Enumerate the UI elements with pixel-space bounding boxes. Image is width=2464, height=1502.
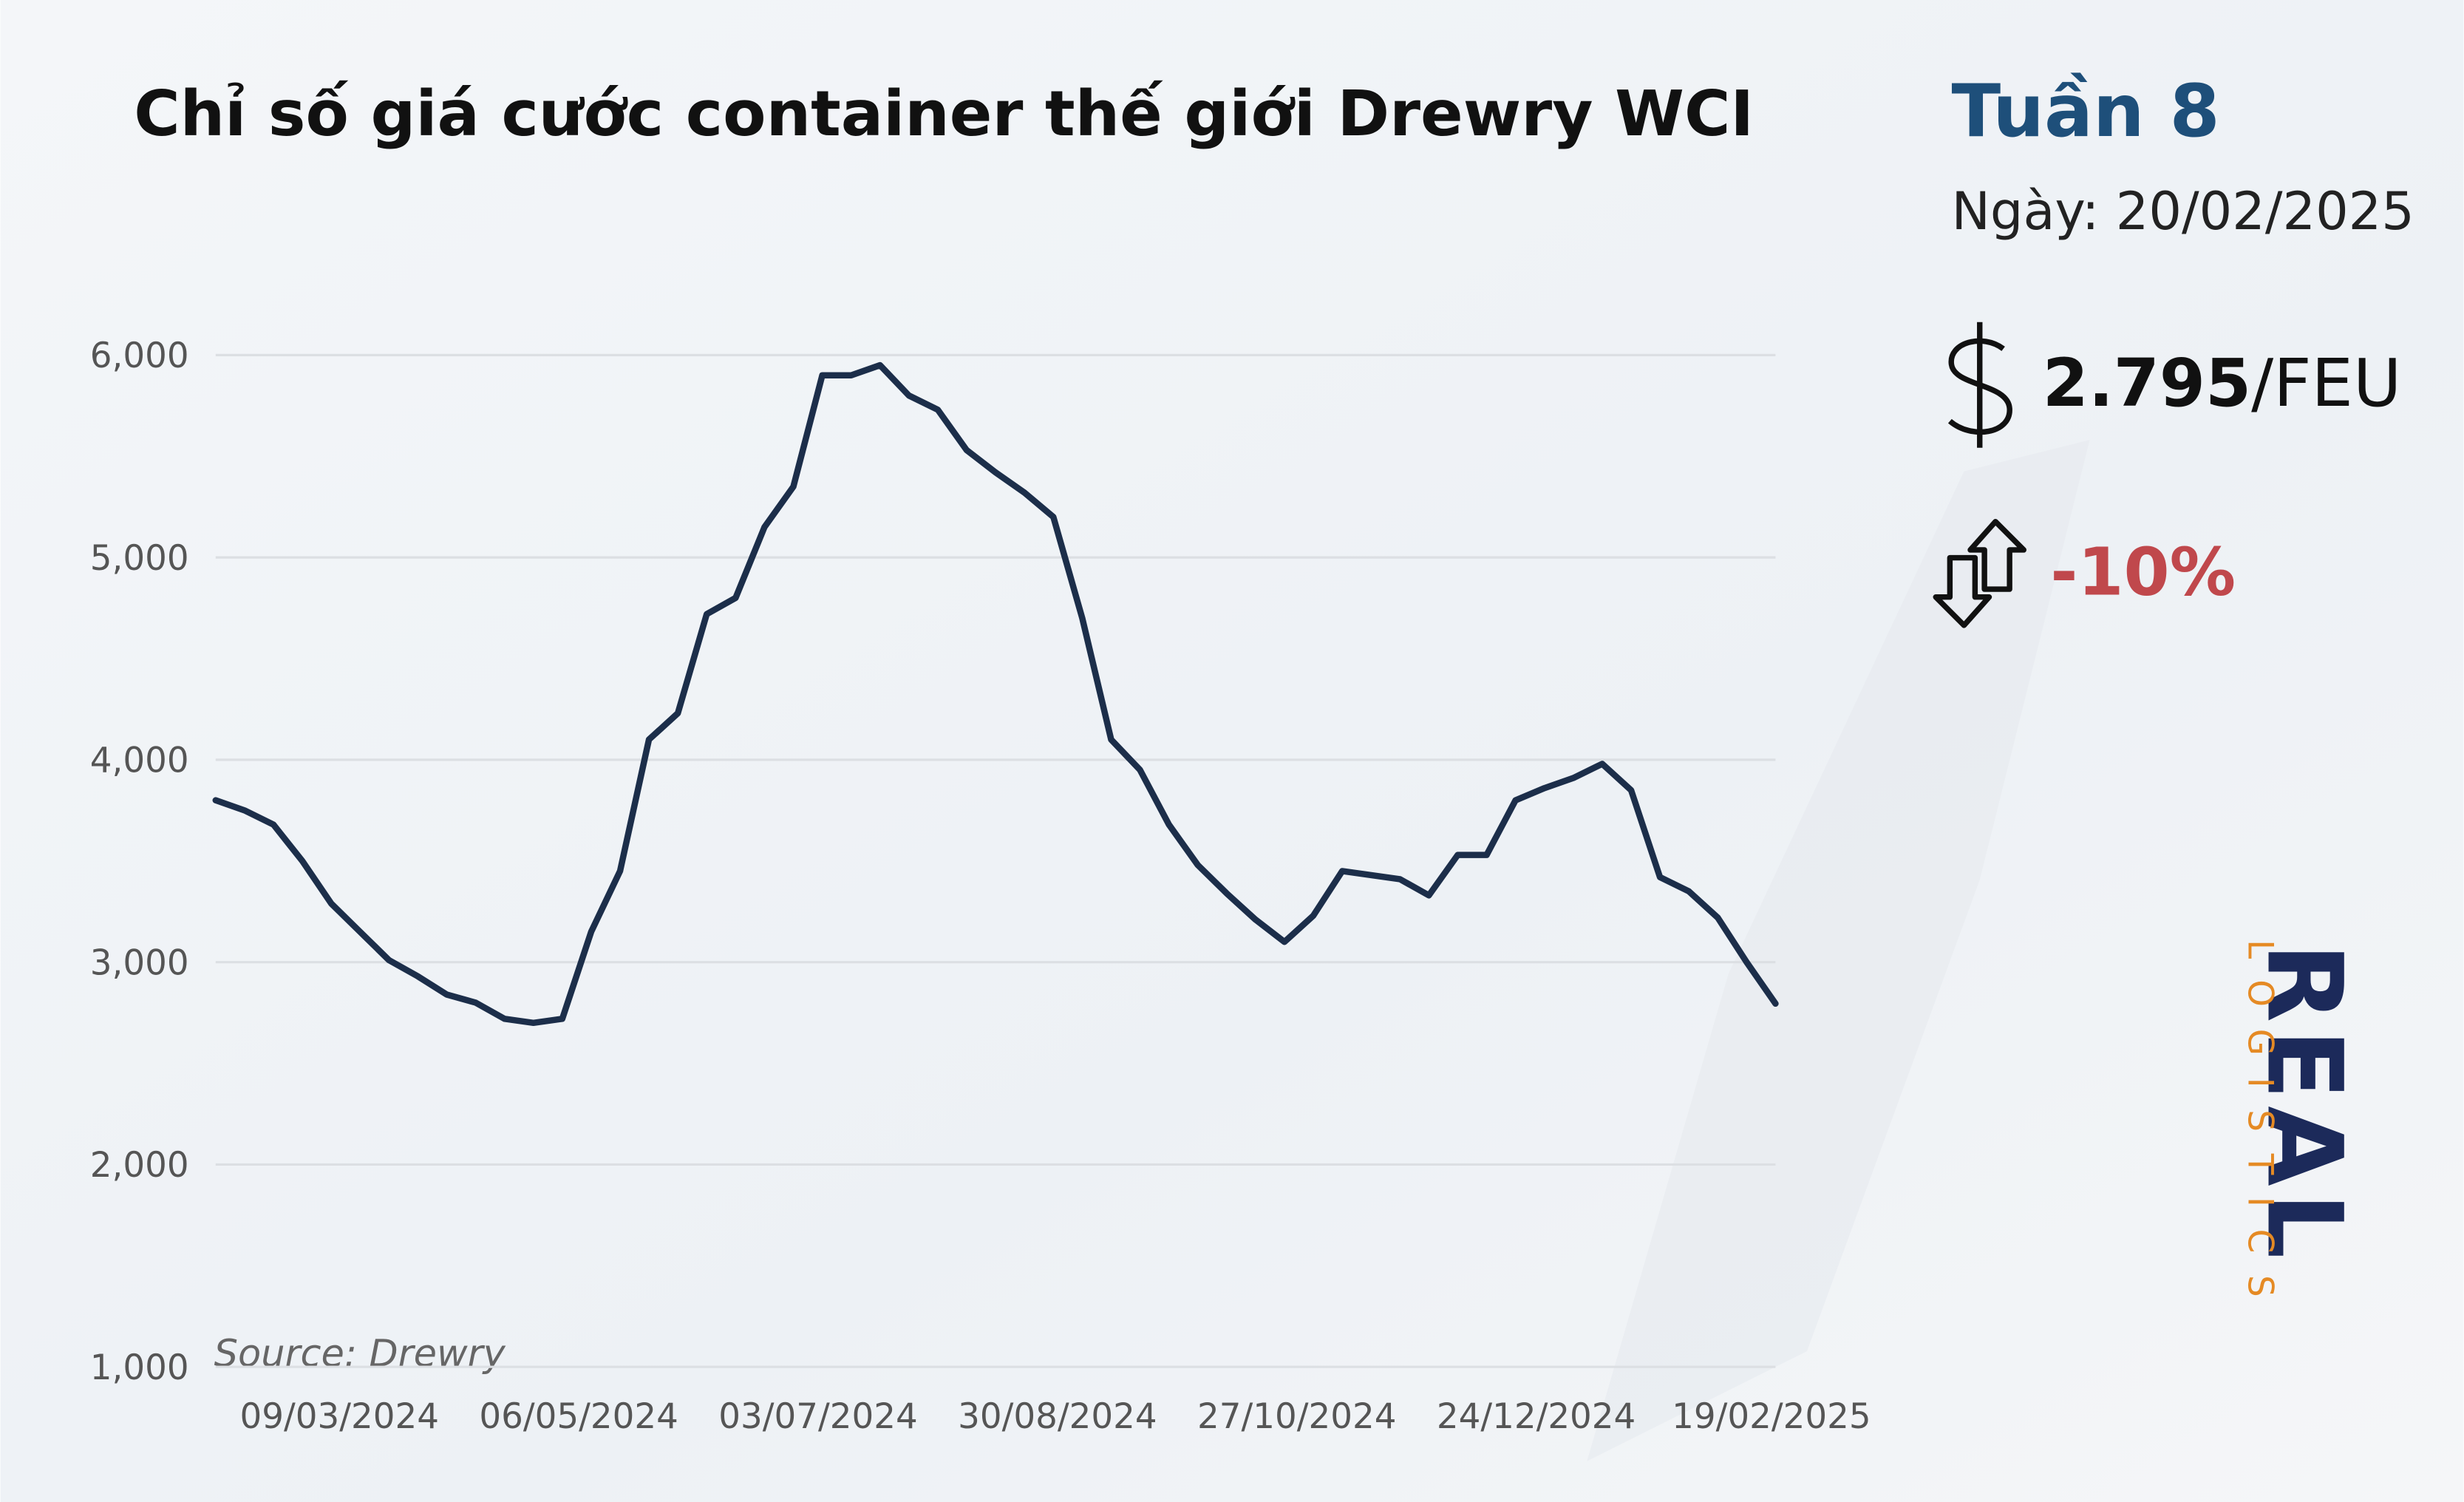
logo-tagline: LOGISTICS <box>2239 939 2279 1319</box>
source-note: Source: Drewry <box>214 1332 506 1376</box>
y-tick-label: 2,000 <box>90 1146 189 1186</box>
y-tick-label: 4,000 <box>90 741 189 781</box>
y-tick-label: 6,000 <box>90 336 189 376</box>
change-icon <box>1933 518 2026 628</box>
price: 2.795/FEU <box>2043 345 2402 422</box>
x-tick-label: 06/05/2024 <box>479 1397 678 1437</box>
price-value: 2.795 <box>2043 345 2251 422</box>
x-tick-label: 19/02/2025 <box>1672 1397 1871 1437</box>
x-tick-label: 09/03/2024 <box>240 1397 439 1437</box>
x-tick-label: 03/07/2024 <box>718 1397 917 1437</box>
ship-shadow <box>1587 440 2090 1461</box>
logo-name: REAL <box>2244 942 2364 1265</box>
x-tick-label: 30/08/2024 <box>958 1397 1157 1437</box>
y-tick-label: 1,000 <box>90 1348 189 1388</box>
price-unit: /FEU <box>2251 345 2401 422</box>
week-label: Tuần 8 <box>1951 69 2219 154</box>
dollar-icon <box>1947 322 2012 448</box>
x-tick-label: 24/12/2024 <box>1437 1397 1636 1437</box>
y-tick-label: 3,000 <box>90 943 189 983</box>
x-tick-label: 27/10/2024 <box>1197 1397 1396 1437</box>
data-line <box>212 361 1779 1027</box>
chart-title: Chỉ số giá cước container thế giới Drewr… <box>134 78 1754 151</box>
date-label: Ngày: 20/02/2025 <box>1951 181 2414 242</box>
y-tick-label: 5,000 <box>90 539 189 579</box>
grid <box>215 353 1776 1368</box>
change-value: -10% <box>2050 534 2236 611</box>
